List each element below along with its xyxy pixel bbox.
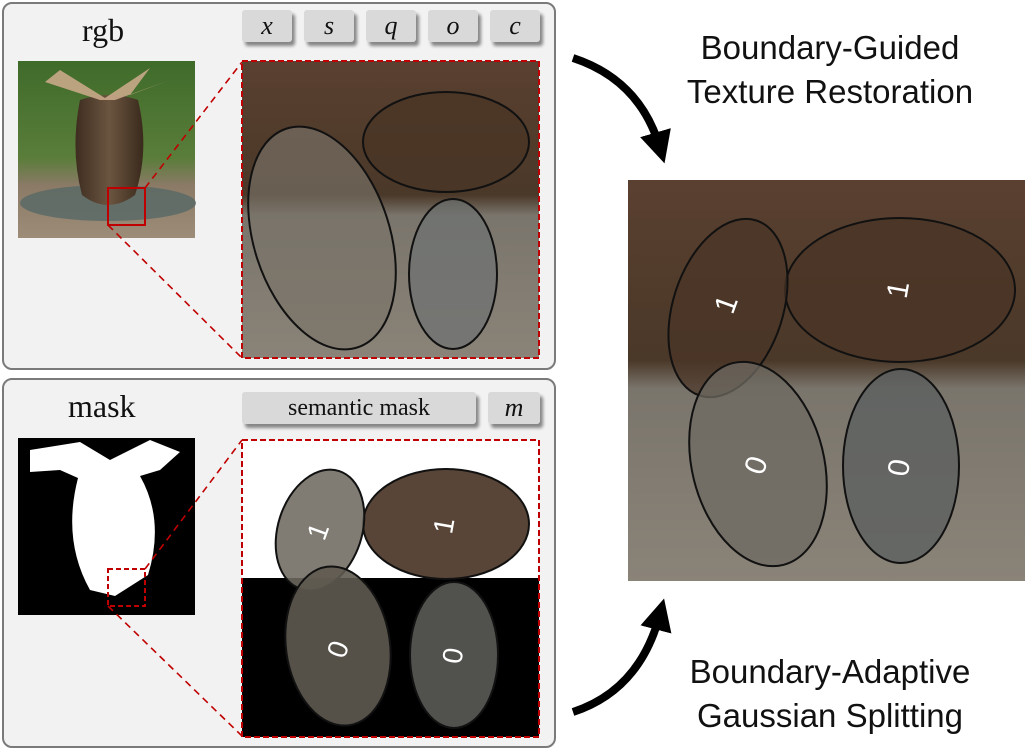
caption-bottom-line1: Boundary-Adaptive [689, 653, 971, 690]
rgb-panel-title: rgb [82, 12, 125, 48]
gaussian-ellipse [284, 565, 392, 727]
caption-texture-restoration: Boundary-Guided Texture Restoration [650, 26, 1010, 114]
gaussian-ellipse [409, 581, 499, 729]
semantic-mask-tag: semantic mask [242, 392, 476, 424]
result-view: 1 1 0 0 [628, 180, 1025, 581]
mask-thumbnail [18, 438, 195, 615]
caption-gaussian-splitting: Boundary-Adaptive Gaussian Splitting [650, 650, 1010, 738]
gaussian-ellipse [408, 198, 498, 350]
arrow-top [571, 54, 671, 164]
zoom-connectors [107, 61, 243, 737]
mask-zoom-view: 1 1 0 0 [241, 439, 540, 738]
gaussian-label: 0 [436, 645, 469, 666]
attribute-tag-c: c [490, 10, 540, 42]
gaussian-ellipse [362, 91, 530, 193]
gaussian-ellipse [842, 368, 960, 564]
attribute-tag-x: x [242, 10, 292, 42]
caption-top-line2: Texture Restoration [686, 73, 974, 110]
rgb-zoom-view [241, 60, 540, 359]
gaussian-label: 1 [881, 279, 916, 301]
gaussian-label: 1 [427, 515, 460, 536]
gaussian-ellipse [688, 360, 828, 568]
caption-bottom-line2: Gaussian Splitting [697, 697, 963, 734]
caption-top-line1: Boundary-Guided [700, 29, 960, 66]
arrow-bottom [571, 598, 672, 716]
gaussian-ellipse [247, 125, 397, 351]
attribute-tag-o: o [428, 10, 478, 42]
mask-symbol-tag: m [488, 392, 540, 424]
rgb-thumbnail [18, 61, 196, 238]
attribute-tag-q: q [366, 10, 416, 42]
gaussian-label: 0 [882, 457, 917, 479]
attribute-tag-s: s [304, 10, 354, 42]
mask-panel-title: mask [68, 388, 136, 424]
